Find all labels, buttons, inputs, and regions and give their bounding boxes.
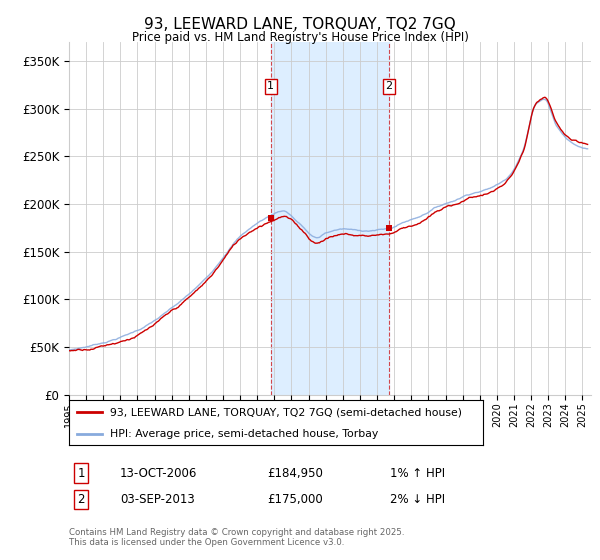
Text: 2: 2 bbox=[385, 81, 392, 91]
Bar bbox=[271, 42, 389, 395]
Text: 1: 1 bbox=[77, 466, 85, 480]
Text: Price paid vs. HM Land Registry's House Price Index (HPI): Price paid vs. HM Land Registry's House … bbox=[131, 31, 469, 44]
Text: 13-OCT-2006: 13-OCT-2006 bbox=[120, 466, 197, 480]
Text: 03-SEP-2013: 03-SEP-2013 bbox=[120, 493, 195, 506]
Text: £175,000: £175,000 bbox=[267, 493, 323, 506]
Text: 2% ↓ HPI: 2% ↓ HPI bbox=[390, 493, 445, 506]
Text: 2: 2 bbox=[77, 493, 85, 506]
Text: 93, LEEWARD LANE, TORQUAY, TQ2 7GQ (semi-detached house): 93, LEEWARD LANE, TORQUAY, TQ2 7GQ (semi… bbox=[110, 408, 463, 418]
Text: £184,950: £184,950 bbox=[267, 466, 323, 480]
Text: 1% ↑ HPI: 1% ↑ HPI bbox=[390, 466, 445, 480]
Text: Contains HM Land Registry data © Crown copyright and database right 2025.
This d: Contains HM Land Registry data © Crown c… bbox=[69, 528, 404, 547]
Text: HPI: Average price, semi-detached house, Torbay: HPI: Average price, semi-detached house,… bbox=[110, 429, 379, 439]
Text: 1: 1 bbox=[267, 81, 274, 91]
Text: 93, LEEWARD LANE, TORQUAY, TQ2 7GQ: 93, LEEWARD LANE, TORQUAY, TQ2 7GQ bbox=[144, 17, 456, 32]
